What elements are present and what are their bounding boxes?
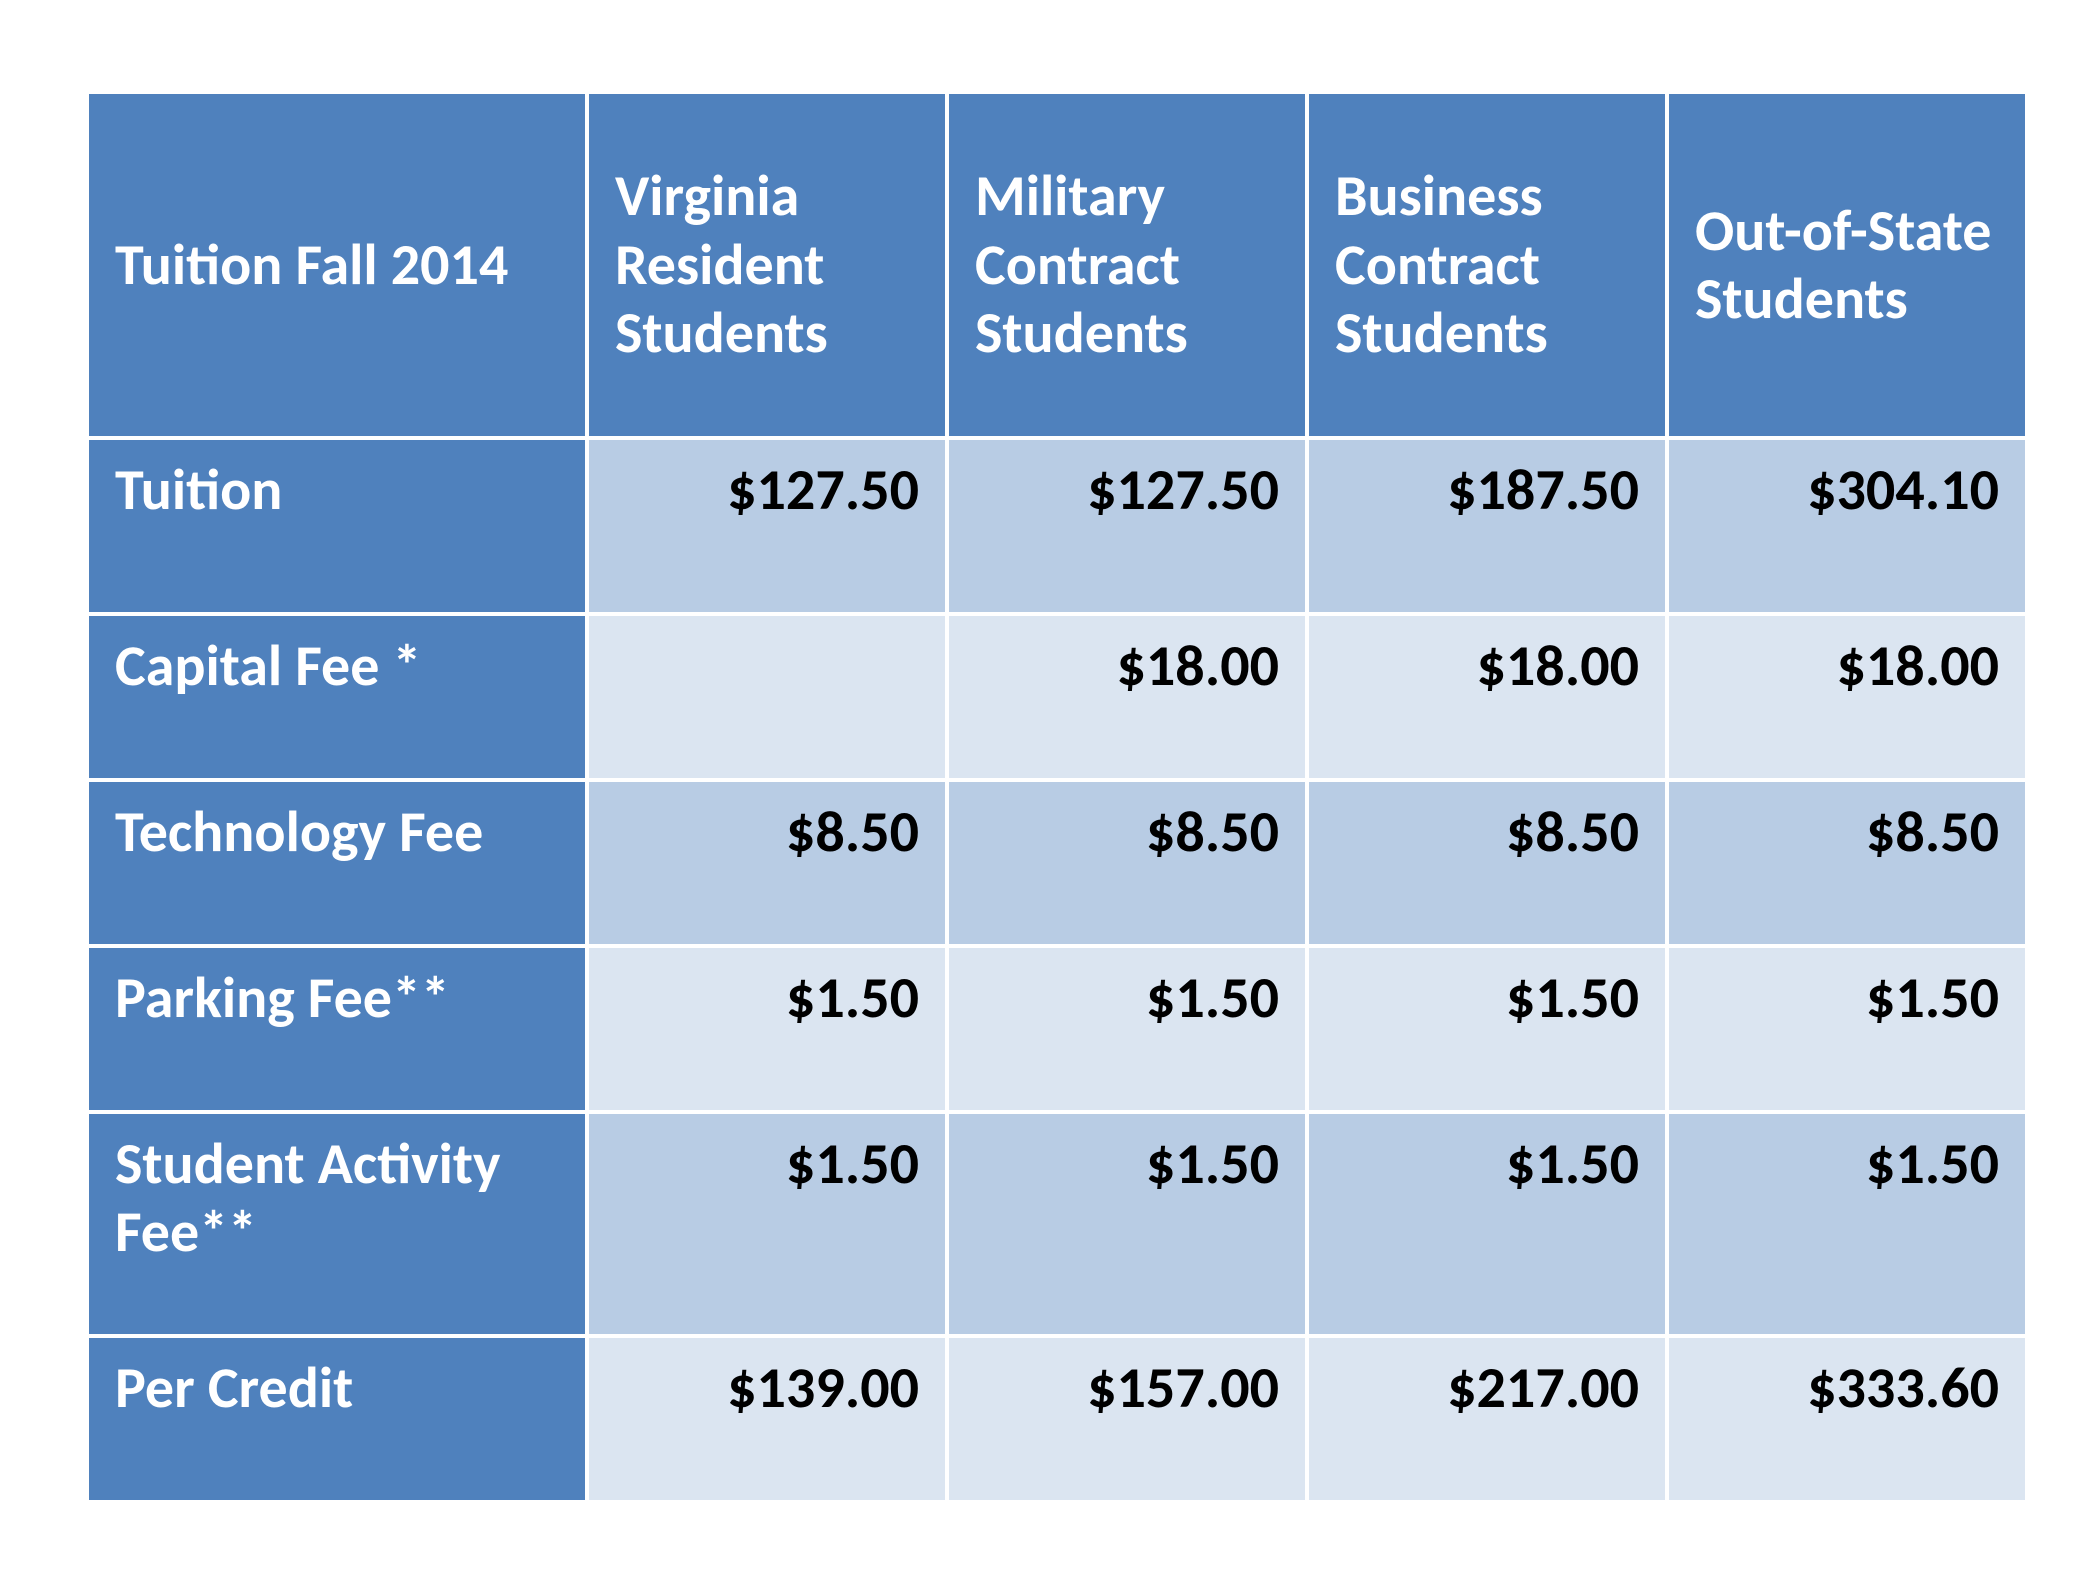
row-label: Technology Fee (87, 780, 587, 946)
column-header: Business Contract Students (1307, 92, 1667, 438)
tuition-table-container: Tuition Fall 2014 Virginia Resident Stud… (0, 0, 2100, 1584)
cell: $18.00 (947, 614, 1307, 780)
cell: $8.50 (587, 780, 947, 946)
cell: $1.50 (587, 946, 947, 1112)
row-label: Student Activity Fee** (87, 1112, 587, 1336)
table-row: Student Activity Fee** $1.50 $1.50 $1.50… (87, 1112, 2027, 1336)
cell: $127.50 (947, 438, 1307, 614)
column-header: Out-of-State Students (1667, 92, 2027, 438)
tuition-table: Tuition Fall 2014 Virginia Resident Stud… (85, 90, 2029, 1504)
cell: $1.50 (1307, 1112, 1667, 1336)
table-header-row: Tuition Fall 2014 Virginia Resident Stud… (87, 92, 2027, 438)
cell: $1.50 (1667, 946, 2027, 1112)
column-header: Military Contract Students (947, 92, 1307, 438)
row-label: Tuition (87, 438, 587, 614)
cell: $8.50 (1667, 780, 2027, 946)
table-row: Tuition $127.50 $127.50 $187.50 $304.10 (87, 438, 2027, 614)
table-row: Capital Fee * $18.00 $18.00 $18.00 (87, 614, 2027, 780)
row-label: Per Credit (87, 1336, 587, 1502)
column-header: Virginia Resident Students (587, 92, 947, 438)
table-row: Parking Fee** $1.50 $1.50 $1.50 $1.50 (87, 946, 2027, 1112)
table-title-cell: Tuition Fall 2014 (87, 92, 587, 438)
table-row: Technology Fee $8.50 $8.50 $8.50 $8.50 (87, 780, 2027, 946)
cell: $304.10 (1667, 438, 2027, 614)
cell: $8.50 (1307, 780, 1667, 946)
cell: $1.50 (947, 1112, 1307, 1336)
cell: $333.60 (1667, 1336, 2027, 1502)
cell: $127.50 (587, 438, 947, 614)
cell: $18.00 (1667, 614, 2027, 780)
row-label: Capital Fee * (87, 614, 587, 780)
cell: $187.50 (1307, 438, 1667, 614)
cell: $1.50 (587, 1112, 947, 1336)
row-label: Parking Fee** (87, 946, 587, 1112)
cell: $18.00 (1307, 614, 1667, 780)
cell: $8.50 (947, 780, 1307, 946)
cell: $139.00 (587, 1336, 947, 1502)
cell (587, 614, 947, 780)
cell: $1.50 (947, 946, 1307, 1112)
table-row: Per Credit $139.00 $157.00 $217.00 $333.… (87, 1336, 2027, 1502)
cell: $1.50 (1307, 946, 1667, 1112)
cell: $1.50 (1667, 1112, 2027, 1336)
cell: $217.00 (1307, 1336, 1667, 1502)
cell: $157.00 (947, 1336, 1307, 1502)
